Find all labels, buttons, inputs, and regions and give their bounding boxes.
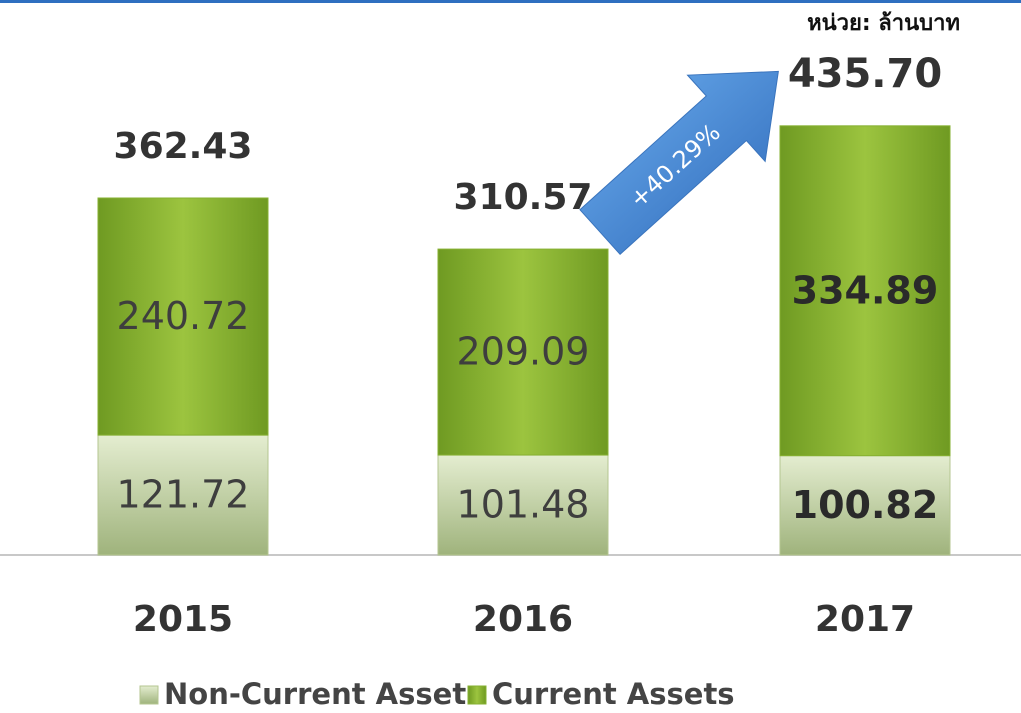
legend-swatch xyxy=(467,685,487,705)
total-label: 362.43 xyxy=(114,126,253,167)
total-label: 435.70 xyxy=(788,51,942,97)
bar-segment xyxy=(437,454,609,556)
segment-label: 100.82 xyxy=(792,483,939,527)
legend-label: Non-Current Assets xyxy=(164,677,483,711)
segment-label: 240.72 xyxy=(117,294,250,338)
x-tick-label: 2016 xyxy=(473,599,573,640)
legend-label: Current Assets xyxy=(492,677,735,711)
segment-label: 101.48 xyxy=(457,483,590,527)
x-tick-label: 2015 xyxy=(133,599,233,640)
x-tick-label: 2017 xyxy=(815,599,915,640)
segment-label: 121.72 xyxy=(117,473,250,517)
legend-swatch xyxy=(139,685,159,705)
bar-segment xyxy=(437,248,609,456)
bar-segment xyxy=(97,197,269,436)
bar-segment xyxy=(779,125,951,457)
top-rule xyxy=(0,0,1021,3)
total-label: 310.57 xyxy=(454,177,593,218)
bar-segment xyxy=(97,434,269,556)
segment-label: 209.09 xyxy=(457,330,590,374)
growth-arrow: +40.29% xyxy=(579,70,779,256)
segment-label: 334.89 xyxy=(792,268,939,312)
bar-segment xyxy=(779,455,951,556)
unit-note: หน่วย: ล้านบาท xyxy=(807,11,960,36)
